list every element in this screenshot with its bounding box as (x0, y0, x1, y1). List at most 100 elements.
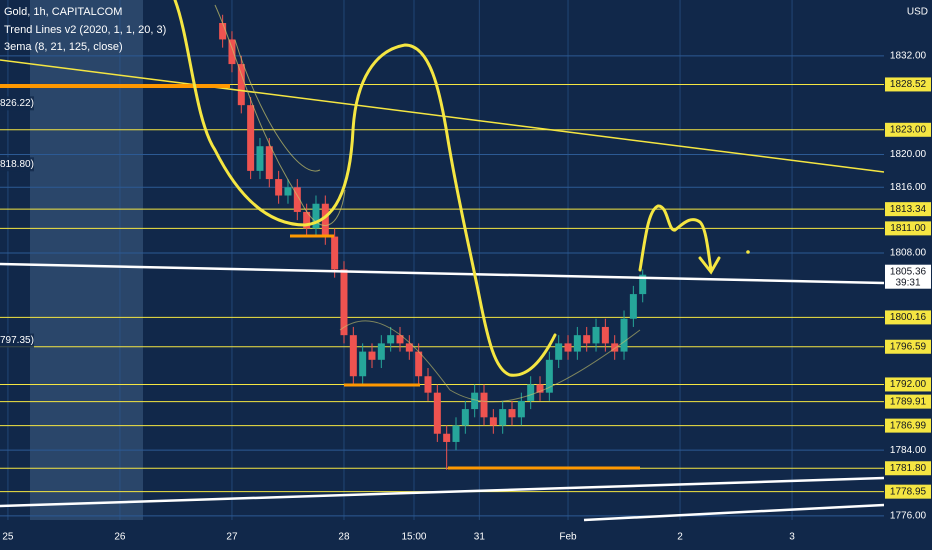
level-label-box (885, 310, 931, 325)
y-tick-label: 1832.00 (890, 51, 927, 62)
x-tick-label: 3 (789, 532, 795, 543)
x-tick-label: 31 (474, 532, 486, 543)
candle-body (545, 359, 553, 393)
level-label: 1796.59 (890, 341, 927, 352)
currency: USD (907, 7, 928, 18)
session-shade (30, 0, 143, 520)
candle-body (387, 335, 395, 344)
candle-body (247, 105, 255, 171)
level-label: 1789.91 (890, 396, 927, 407)
legend-indicator: Trend Lines v2 (2020, 1, 1, 20, 3) (4, 24, 166, 36)
candle-body (452, 425, 460, 442)
candle-body (377, 343, 385, 360)
left-label-box (0, 333, 34, 348)
candle-body (293, 187, 301, 212)
level-label: 1781.80 (890, 463, 927, 474)
last-price-box (885, 264, 931, 289)
y-tick-label: 1784.00 (890, 445, 927, 456)
candle-body (611, 343, 619, 352)
trend-line (0, 262, 885, 285)
trend-line (583, 503, 885, 522)
x-tick-label: 2 (677, 532, 683, 543)
drawings (0, 0, 885, 522)
candle-body (583, 335, 591, 344)
legend-indicator: 3ema (8, 21, 125, close) (4, 41, 123, 53)
ema-line (339, 320, 641, 403)
candle-body (443, 433, 451, 442)
candle-body (508, 409, 516, 418)
x-tick-label: 26 (114, 532, 126, 543)
candle-body (219, 23, 227, 40)
level-label: 1811.00 (890, 223, 926, 234)
dot (746, 250, 750, 254)
candle-body (573, 335, 581, 352)
candle-body (480, 392, 488, 418)
freehand-arrow (638, 204, 721, 275)
left-label-box (0, 96, 34, 111)
axis: 25 26 27 28 15:00 31 Feb 2 3 1776.00 1784.00 1808.0… (0, 51, 931, 543)
y-tick-label: 1808.00 (890, 248, 927, 259)
ema-line (214, 4, 346, 226)
x-tick-label: 25 (2, 532, 14, 543)
candle-body (527, 384, 535, 401)
level-label-box (885, 484, 931, 499)
candle-body (359, 351, 367, 377)
y-tick-label: 1776.00 (890, 511, 927, 522)
candle-body (321, 203, 329, 237)
freehand-drawing (173, 0, 557, 377)
countdown: 39:31 (895, 277, 920, 288)
level-label-box (885, 77, 931, 92)
candle-body (312, 203, 320, 229)
level-label-box (885, 221, 931, 236)
level-label: 1792.00 (890, 379, 927, 390)
candle-body (424, 376, 432, 393)
candle-body (415, 351, 423, 377)
candle-body (275, 179, 283, 196)
candle-body (564, 343, 572, 352)
x-tick-label: 27 (226, 532, 238, 543)
candle-body (349, 335, 357, 377)
level-label-box (885, 339, 931, 354)
candle-body (256, 146, 264, 171)
candle-body (284, 187, 292, 196)
level-label: 1800.16 (890, 312, 927, 323)
candle-body (489, 417, 497, 426)
candle-body (517, 400, 525, 418)
level-label-box (885, 418, 931, 433)
candle-body (620, 318, 628, 352)
level-label: 1813.34 (890, 204, 927, 215)
x-tick-label: Feb (559, 532, 577, 543)
y-tick-label: 1816.00 (890, 182, 927, 193)
level-label-box (885, 394, 931, 409)
candle-body (592, 326, 600, 344)
x-tick-label: 15:00 (401, 532, 426, 543)
candle-body (368, 351, 376, 360)
candle-body (331, 236, 339, 270)
level-label-box (885, 122, 931, 137)
candle-body (433, 392, 441, 434)
candle-body (536, 384, 544, 393)
left-label-box (0, 157, 34, 172)
level-label-box (885, 377, 931, 392)
candle-body (237, 64, 245, 106)
level-label: 1828.52 (890, 79, 927, 90)
level-label-box (885, 202, 931, 217)
x-tick-label: 28 (338, 532, 350, 543)
left-label: 797.35) (0, 335, 34, 346)
level-label-box (885, 461, 931, 476)
candle-body (639, 274, 647, 295)
candles (219, 14, 647, 470)
level-label: 1823.00 (890, 124, 927, 135)
candle-body (461, 409, 469, 426)
trend-line (0, 59, 885, 173)
candle-body (405, 343, 413, 352)
candle-body (396, 335, 404, 344)
y-tick-label: 1820.00 (890, 149, 927, 160)
candle-body (601, 326, 609, 344)
candle-body (471, 392, 479, 410)
trend-line (0, 476, 885, 508)
level-label: 1778.95 (890, 486, 927, 497)
candle-body (303, 211, 311, 229)
